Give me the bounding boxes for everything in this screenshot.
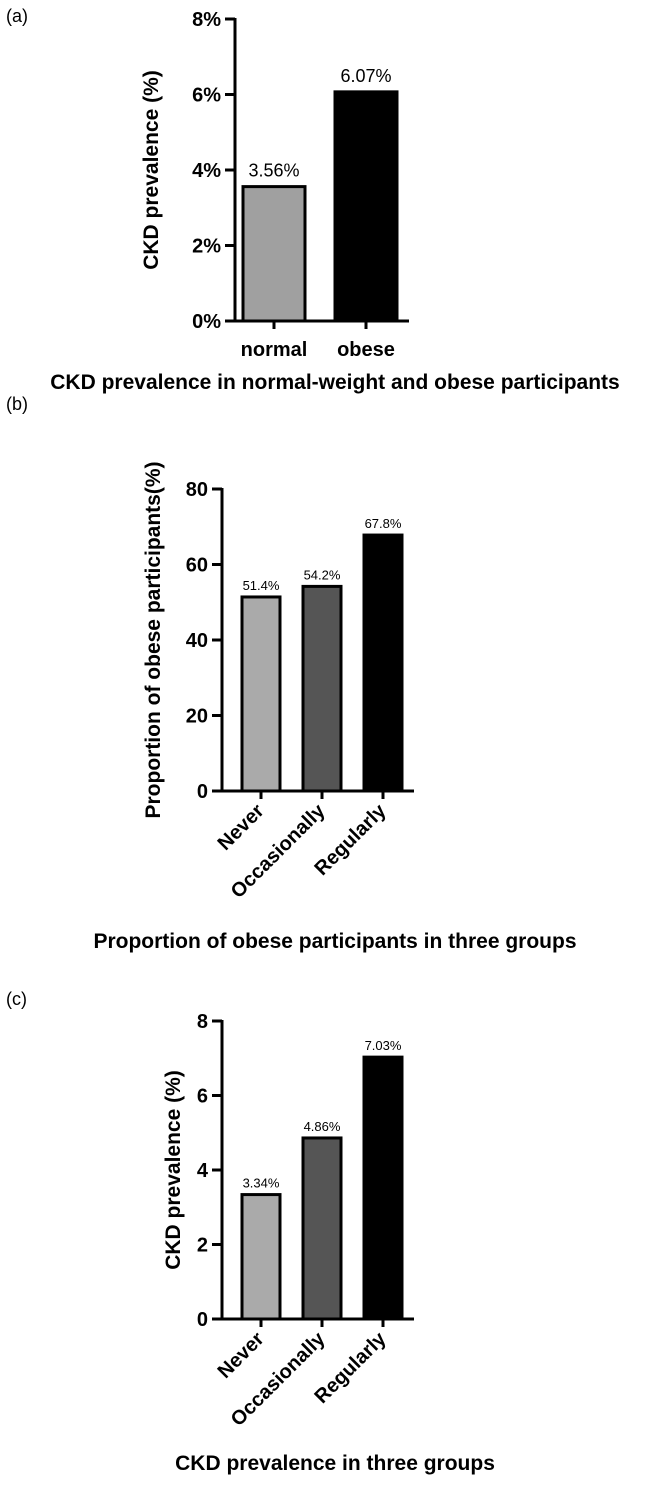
y-tick-label: 4% (192, 160, 221, 182)
x-tick-label: Never (214, 800, 269, 855)
chart-panel-c: (c) 0 2 4 6 8 CKD prevalence (%) 3.34% Never 4.86… (6, 989, 495, 1475)
bar-normal (241, 185, 307, 323)
bar-occasionally (301, 584, 343, 793)
data-label: 3.56% (248, 161, 299, 181)
panel-label: (a) (6, 6, 28, 26)
y-tick-label: 60 (186, 555, 208, 577)
data-label: 67.8% (365, 516, 402, 531)
chart-panel-b: (b) 0 20 40 60 80 Proportion of obese particip… (6, 394, 577, 953)
y-tick-label: 20 (186, 706, 208, 728)
panel-label: (b) (6, 394, 28, 414)
y-tick-label: 80 (186, 479, 208, 501)
y-axis-title: CKD prevalence (%) (140, 70, 163, 270)
y-axis-title: CKD prevalence (%) (162, 1070, 185, 1270)
y-tick-label: 40 (186, 630, 208, 652)
y-tick-label: 8 (197, 1011, 208, 1033)
y-tick-label: 2 (197, 1235, 208, 1257)
data-label: 54.2% (304, 567, 341, 582)
chart-caption: CKD prevalence in three groups (175, 1452, 495, 1475)
y-tick-label: 6 (197, 1086, 208, 1108)
data-label: 51.4% (243, 578, 280, 593)
data-label: 3.34% (243, 1176, 280, 1191)
y-tick-label: 0 (197, 1309, 208, 1331)
y-tick-label: 0 (197, 781, 208, 803)
bar-never (240, 1193, 282, 1321)
y-tick-label: 4 (197, 1160, 209, 1182)
bar-occasionally (301, 1136, 343, 1321)
chart-panel-a: (a) 0% 2% 4% 6% 8% CKD prevalence (%) 3.56% norm… (6, 6, 620, 394)
y-tick-label: 0% (192, 311, 221, 333)
chart-caption: CKD prevalence in normal-weight and obes… (50, 371, 619, 394)
bar-obese (333, 90, 399, 323)
data-label: 6.07% (340, 66, 391, 86)
bar-regularly (362, 533, 404, 793)
data-label: 7.03% (365, 1038, 402, 1053)
panel-label: (c) (6, 989, 27, 1009)
chart-caption: Proportion of obese participants in thre… (93, 930, 576, 953)
y-tick-label: 2% (192, 236, 221, 258)
bar-never (240, 595, 282, 793)
data-label: 4.86% (304, 1119, 341, 1134)
x-tick-label: Never (214, 1328, 269, 1383)
x-tick-label: normal (241, 339, 308, 361)
y-tick-label: 8% (192, 9, 221, 31)
y-tick-label: 6% (192, 85, 221, 107)
x-tick-label: obese (337, 339, 395, 361)
y-axis-title: Proportion of obese participants(%) (142, 461, 165, 818)
bar-regularly (362, 1055, 404, 1321)
